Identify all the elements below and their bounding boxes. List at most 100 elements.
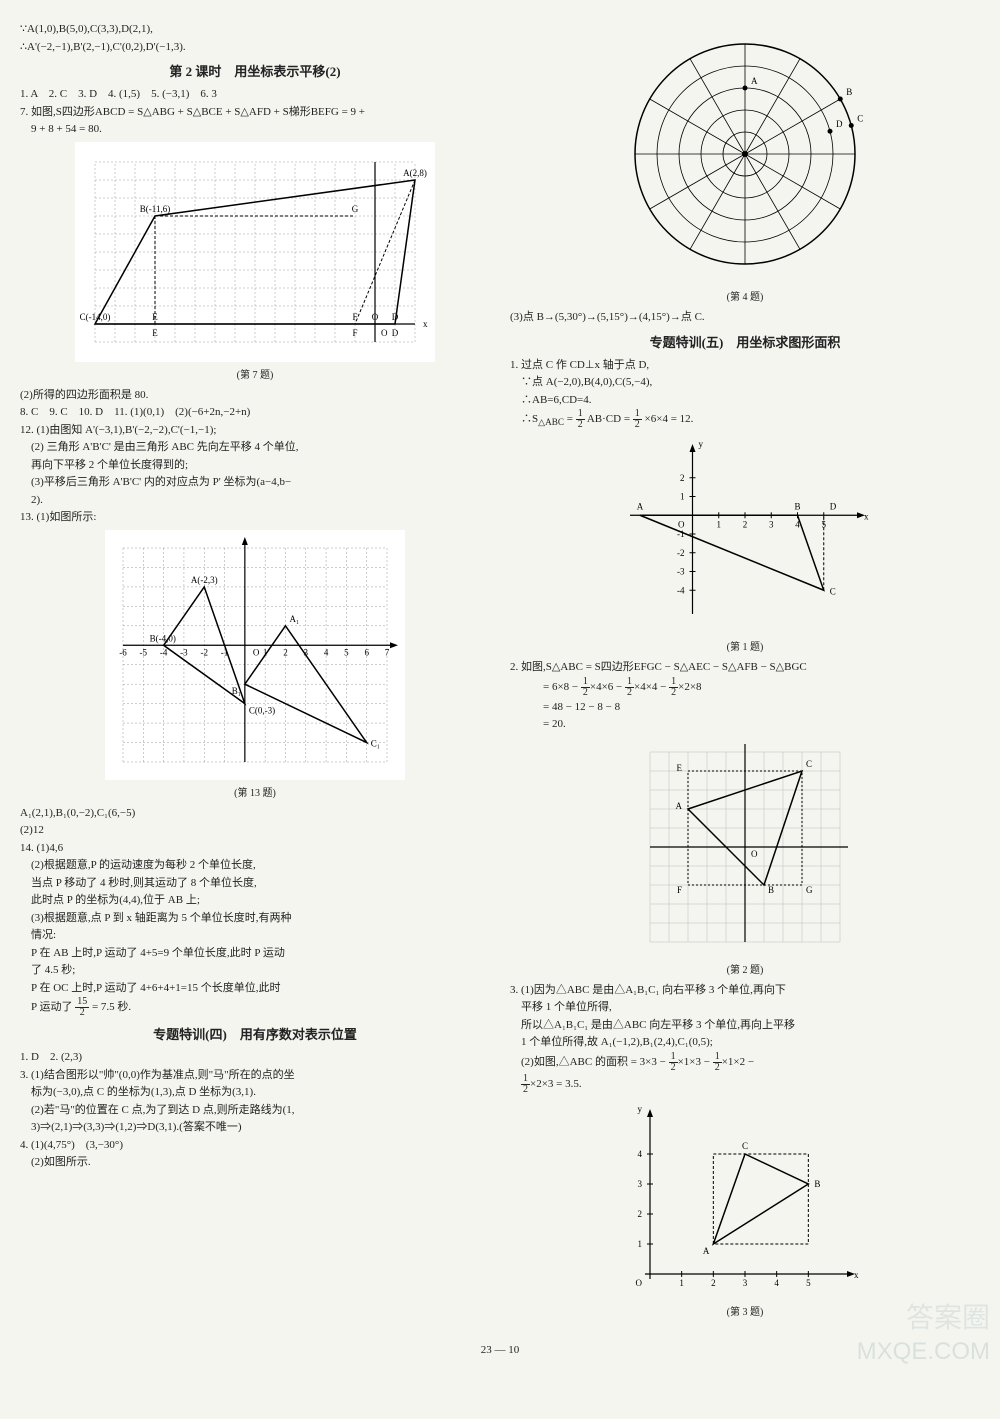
svg-text:E: E bbox=[152, 328, 158, 338]
text: 2. 如图,S△ABC = S四边形EFGC − S△AEC − S△AFB −… bbox=[510, 659, 980, 676]
text: ∵点 A(−2,0),B(4,0),C(5,−4), bbox=[510, 374, 980, 391]
svg-text:1: 1 bbox=[680, 492, 685, 502]
svg-text:O: O bbox=[381, 328, 388, 338]
figure-s5-1: 12345-4-3-2-112OxyABDC bbox=[615, 434, 875, 634]
right-column: A B C D (第 4 题) (3)点 B→(5,30°)→(5,15°)→(4,1… bbox=[510, 20, 980, 1324]
svg-text:-5: -5 bbox=[140, 647, 148, 657]
svg-text:1: 1 bbox=[638, 1239, 643, 1249]
svg-text:D: D bbox=[830, 501, 837, 511]
svg-text:F: F bbox=[677, 885, 682, 895]
svg-text:B(-11,6): B(-11,6) bbox=[140, 204, 170, 214]
text: 3. (1)结合图形以"帅"(0,0)作为基准点,则"马"所在的点的坐 bbox=[20, 1067, 490, 1084]
text: (2)如图,△ABC 的面积 = 3×3 − 12×1×3 − 12×1×2 − bbox=[510, 1052, 980, 1073]
svg-text:-4: -4 bbox=[677, 585, 685, 595]
svg-text:x: x bbox=[423, 319, 428, 329]
text: ∵A(1,0),B(5,0),C(3,3),D(2,1), bbox=[20, 21, 490, 38]
svg-text:F: F bbox=[352, 328, 357, 338]
fig7-caption: (第 7 题) bbox=[20, 366, 490, 381]
text: ∴S△ABC = 12 AB·CD = 12 ×6×4 = 12. bbox=[510, 409, 980, 430]
svg-text:A: A bbox=[676, 801, 683, 811]
svg-text:-4: -4 bbox=[160, 647, 168, 657]
svg-text:C₁: C₁ bbox=[371, 738, 380, 748]
svg-text:B: B bbox=[846, 87, 852, 97]
text: 1. 过点 C 作 CD⊥x 轴于点 D, bbox=[510, 357, 980, 374]
text: 4. (1)(4,75°) (3,−30°) bbox=[20, 1137, 490, 1154]
svg-text:-2: -2 bbox=[200, 647, 208, 657]
svg-text:D: D bbox=[392, 328, 399, 338]
svg-text:5: 5 bbox=[344, 647, 349, 657]
svg-text:2: 2 bbox=[711, 1278, 716, 1288]
svg-text:C: C bbox=[742, 1141, 748, 1151]
svg-text:C(-14,0): C(-14,0) bbox=[80, 312, 111, 322]
left-column: ∵A(1,0),B(5,0),C(3,3),D(2,1), ∴A'(−2,−1)… bbox=[20, 20, 490, 1324]
svg-text:y: y bbox=[638, 1104, 643, 1114]
text: = 20. bbox=[510, 716, 980, 733]
svg-text:C: C bbox=[830, 586, 836, 596]
svg-text:7: 7 bbox=[385, 647, 390, 657]
svg-text:-3: -3 bbox=[677, 567, 685, 577]
svg-text:-2: -2 bbox=[677, 548, 685, 558]
svg-text:4: 4 bbox=[638, 1149, 643, 1159]
svg-text:D: D bbox=[392, 312, 399, 322]
text: 了 4.5 秒; bbox=[20, 962, 490, 979]
text: 当点 P 移动了 4 秒时,则其运动了 8 个单位长度, bbox=[20, 875, 490, 892]
figure-polar: ABCD bbox=[615, 24, 875, 284]
text: = 6×8 − 12×4×6 − 12×4×4 − 12×2×8 bbox=[510, 677, 980, 698]
text: 情况: bbox=[20, 927, 490, 944]
svg-text:A: A bbox=[703, 1246, 710, 1256]
svg-text:O: O bbox=[678, 519, 685, 529]
section-title: 专题特训(五) 用坐标求图形面积 bbox=[510, 332, 980, 351]
fig4-caption: (第 4 题) bbox=[510, 288, 980, 303]
svg-text:-6: -6 bbox=[119, 647, 127, 657]
text: ∴AB=6,CD=4. bbox=[510, 392, 980, 409]
svg-text:A(2,8): A(2,8) bbox=[403, 168, 427, 178]
svg-text:4: 4 bbox=[324, 647, 329, 657]
svg-text:O: O bbox=[636, 1278, 643, 1288]
figs53-caption: (第 3 题) bbox=[510, 1303, 980, 1318]
text: P 在 OC 上时,P 运动了 4+6+4+1=15 个长度单位,此时 bbox=[20, 980, 490, 997]
text: (2)若"马"的位置在 C 点,为了到达 D 点,则所走路线为(1, bbox=[20, 1102, 490, 1119]
svg-text:3: 3 bbox=[743, 1278, 748, 1288]
text: ∴A'(−2,−1),B'(2,−1),C'(0,2),D'(−1,3). bbox=[20, 39, 490, 56]
svg-text:E: E bbox=[152, 312, 158, 322]
text: P 运动了 152 = 7.5 秒. bbox=[20, 997, 490, 1018]
text: (2) 三角形 A'B'C' 是由三角形 ABC 先向左平移 4 个单位, bbox=[20, 439, 490, 456]
svg-text:A₁: A₁ bbox=[289, 613, 299, 623]
text: (3)根据题意,点 P 到 x 轴距离为 5 个单位长度时,有两种 bbox=[20, 910, 490, 927]
text: 标为(−3,0),点 C 的坐标为(1,3),点 D 坐标为(3,1). bbox=[20, 1084, 490, 1101]
svg-text:x: x bbox=[864, 511, 869, 521]
figure-7: xA(2,8)B(-11,6)C(-14,0)DEFGOODFE bbox=[75, 142, 435, 362]
text: (2)所得的四边形面积是 80. bbox=[20, 387, 490, 404]
svg-text:B(-4,0): B(-4,0) bbox=[150, 633, 176, 643]
text: 9 + 8 + 54 = 80. bbox=[20, 121, 490, 138]
figure-s5-2: A B C E F G O bbox=[635, 737, 855, 957]
svg-text:B: B bbox=[768, 885, 774, 895]
svg-text:O: O bbox=[751, 849, 758, 859]
svg-text:x: x bbox=[854, 1270, 859, 1280]
svg-text:A(-2,3): A(-2,3) bbox=[191, 574, 218, 584]
svg-text:5: 5 bbox=[806, 1278, 811, 1288]
text: (2)12 bbox=[20, 822, 490, 839]
text: 3)⇒(2,1)⇒(3,3)⇒(1,2)⇒D(3,1).(答案不唯一) bbox=[20, 1119, 490, 1136]
text: 14. (1)4,6 bbox=[20, 840, 490, 857]
text: 平移 1 个单位所得, bbox=[510, 999, 980, 1016]
svg-text:G: G bbox=[806, 885, 813, 895]
svg-text:B₁: B₁ bbox=[232, 686, 241, 696]
svg-text:E: E bbox=[677, 763, 683, 773]
svg-text:2: 2 bbox=[638, 1209, 643, 1219]
text: (3)点 B→(5,30°)→(5,15°)→(4,15°)→点 C. bbox=[510, 309, 980, 326]
svg-text:A: A bbox=[751, 76, 758, 86]
text: (2)如图所示. bbox=[20, 1154, 490, 1171]
figure-s5-3: 123451234OxyABC bbox=[625, 1099, 865, 1299]
svg-text:4: 4 bbox=[774, 1278, 779, 1288]
answers: 8. C 9. C 10. D 11. (1)(0,1) (2)(−6+2n,−… bbox=[20, 404, 490, 421]
page-number: 23 — 10 bbox=[20, 1344, 980, 1356]
svg-text:G: G bbox=[352, 204, 359, 214]
text: (3)平移后三角形 A'B'C' 内的对应点为 P' 坐标为(a−4,b− bbox=[20, 474, 490, 491]
svg-text:2: 2 bbox=[680, 473, 685, 483]
svg-text:C: C bbox=[806, 759, 812, 769]
svg-text:1: 1 bbox=[717, 519, 722, 529]
text: 7. 如图,S四边形ABCD = S△ABG + S△BCE + S△AFD +… bbox=[20, 104, 490, 121]
text: = 48 − 12 − 8 − 8 bbox=[510, 699, 980, 716]
figure-13: -6-5-4-3-2-11234567OA(-2,3)B(-4,0)C(0,-3… bbox=[105, 530, 405, 780]
